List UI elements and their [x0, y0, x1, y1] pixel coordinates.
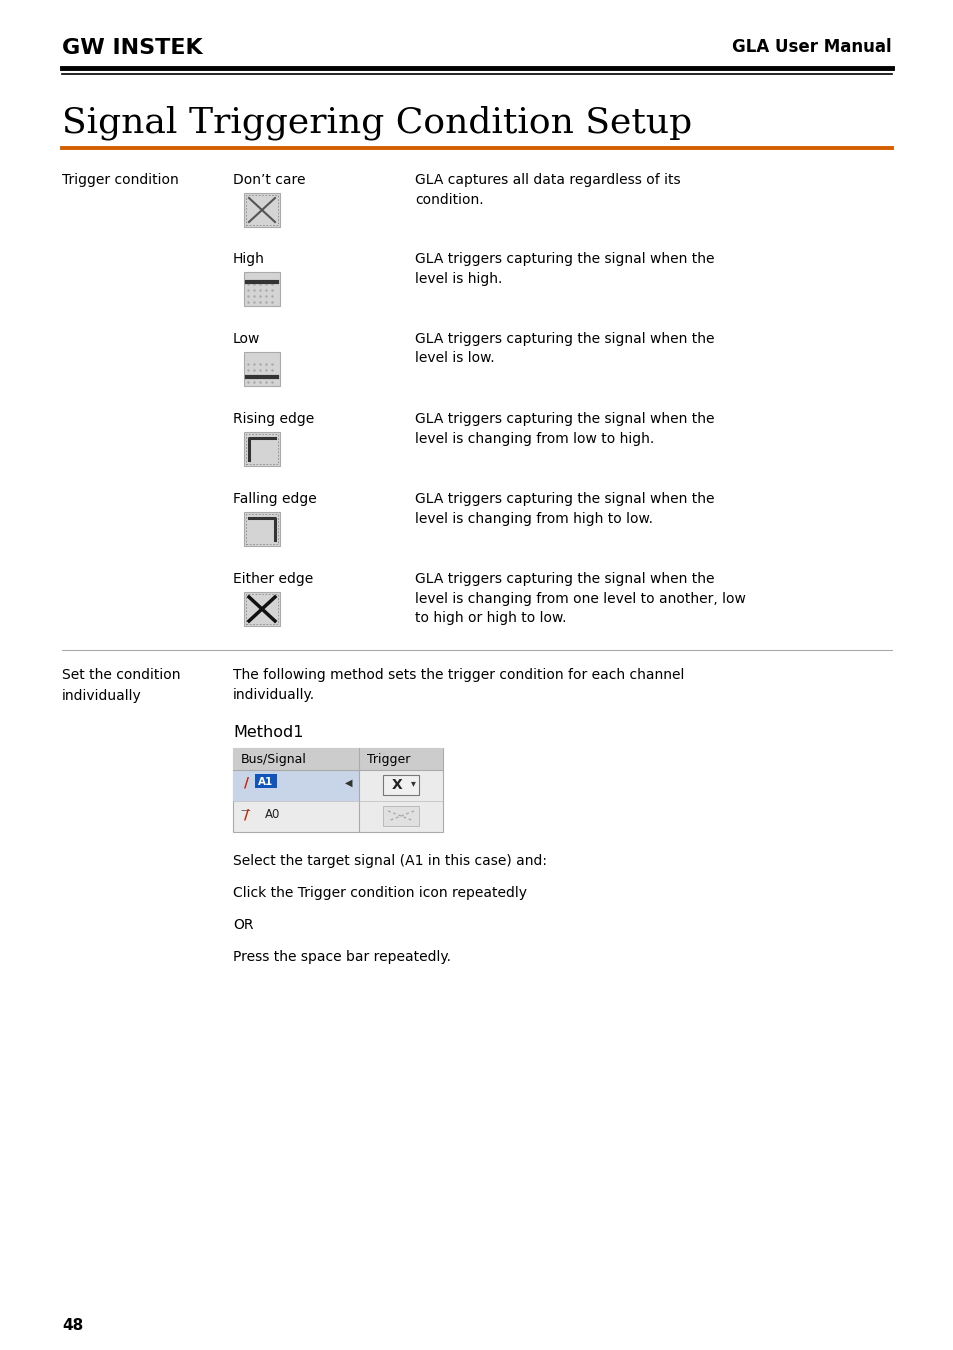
Text: Low: Low: [233, 332, 260, 346]
Text: High: High: [233, 252, 265, 266]
Text: Signal Triggering Condition Setup: Signal Triggering Condition Setup: [62, 105, 692, 139]
Text: GLA triggers capturing the signal when the
level is changing from high to low.: GLA triggers capturing the signal when t…: [415, 491, 714, 525]
Text: GLA triggers capturing the signal when the
level is high.: GLA triggers capturing the signal when t…: [415, 252, 714, 285]
Bar: [233, 748, 442, 770]
Bar: [246, 594, 277, 624]
Text: ▾: ▾: [410, 778, 415, 788]
Text: Click the Trigger condition icon repeatedly: Click the Trigger condition icon repeate…: [233, 886, 526, 900]
Text: The following method sets the trigger condition for each channel
individually.: The following method sets the trigger co…: [233, 668, 683, 702]
Text: GLA triggers capturing the signal when the
level is changing from low to high.: GLA triggers capturing the signal when t…: [415, 412, 714, 446]
Text: /: /: [244, 776, 250, 790]
Text: —: —: [241, 805, 251, 815]
Bar: [382, 806, 418, 826]
Text: A0: A0: [265, 807, 280, 821]
Text: Falling edge: Falling edge: [233, 491, 316, 506]
Bar: [246, 433, 277, 464]
Bar: [244, 352, 280, 386]
Text: Method1: Method1: [233, 725, 303, 740]
Bar: [244, 193, 280, 227]
Bar: [244, 512, 280, 545]
Text: 48: 48: [62, 1318, 83, 1332]
Text: Press the space bar repeatedly.: Press the space bar repeatedly.: [233, 950, 451, 964]
Bar: [244, 432, 280, 466]
Text: Don’t care: Don’t care: [233, 173, 305, 188]
Text: GLA captures all data regardless of its
condition.: GLA captures all data regardless of its …: [415, 173, 679, 207]
Text: GLA triggers capturing the signal when the
level is low.: GLA triggers capturing the signal when t…: [415, 332, 714, 366]
Text: GLA triggers capturing the signal when the
level is changing from one level to a: GLA triggers capturing the signal when t…: [415, 572, 745, 625]
Text: Trigger: Trigger: [367, 753, 410, 765]
Text: ◀: ◀: [345, 778, 353, 788]
Bar: [382, 775, 418, 795]
Text: /: /: [244, 807, 250, 821]
Bar: [244, 271, 280, 306]
Bar: [246, 514, 277, 544]
Bar: [244, 593, 280, 626]
Text: GLA User Manual: GLA User Manual: [732, 38, 891, 55]
Text: Either edge: Either edge: [233, 572, 313, 586]
Bar: [254, 774, 276, 788]
Text: GW INSTEK: GW INSTEK: [62, 38, 202, 58]
Text: Bus/Signal: Bus/Signal: [241, 753, 307, 765]
Bar: [233, 748, 442, 832]
Text: Trigger condition: Trigger condition: [62, 173, 178, 188]
Text: Select the target signal (A1 in this case) and:: Select the target signal (A1 in this cas…: [233, 855, 546, 868]
Text: A1: A1: [258, 778, 274, 787]
Bar: [233, 769, 358, 801]
Text: Set the condition
individually: Set the condition individually: [62, 668, 180, 702]
Bar: [246, 194, 277, 225]
Text: Rising edge: Rising edge: [233, 412, 314, 427]
Text: X: X: [392, 778, 402, 792]
Text: OR: OR: [233, 918, 253, 932]
